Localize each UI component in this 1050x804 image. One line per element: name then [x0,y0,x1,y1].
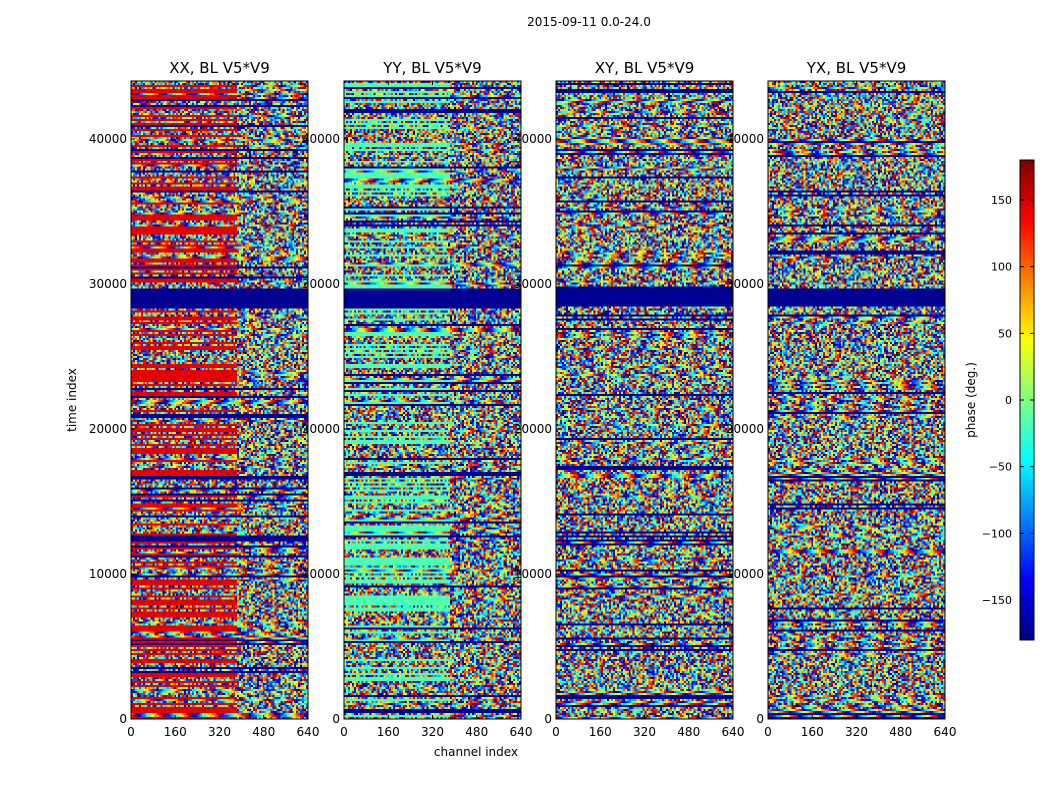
x-tick-label: 480 [889,725,912,739]
x-tick-label: 0 [340,725,348,739]
colorbar-tick-label: −150 [982,594,1012,607]
panel-yy: YY, BL V5*V9 0 160 320 480 640 0 10000 20000 3000… [302,59,533,739]
y-tick-label: 0 [756,712,764,726]
y-tick-label: 40000 [514,132,552,146]
colorbar-tick-label: −50 [989,461,1012,474]
y-tick-label: 0 [544,712,552,726]
y-axis-label: time index [65,368,79,432]
y-tick-label: 40000 [302,132,340,146]
heatmap-image [768,81,945,719]
y-tick-label: 30000 [726,277,764,291]
y-tick-label: 30000 [302,277,340,291]
heatmap-image [131,81,308,719]
y-tick-label: 10000 [89,567,127,581]
x-tick-label: 320 [633,725,656,739]
colorbar-label: phase (deg.) [964,362,978,438]
y-tick-label: 20000 [726,422,764,436]
x-tick-label: 640 [934,725,957,739]
y-tick-label: 10000 [514,567,552,581]
x-tick-label: 320 [421,725,444,739]
x-tick-label: 480 [465,725,488,739]
x-tick-label: 480 [677,725,700,739]
panels-group: XX, BL V5*V9 0 160 320 480 640 0 10000 20000 3000… [89,59,957,739]
y-tick-label: 0 [332,712,340,726]
colorbar: 150 100 50 0 −50 −100 −150 phase (deg.) [964,159,1035,641]
x-tick-label: 640 [510,725,533,739]
colorbar-ticks: 150 100 50 0 −50 −100 −150 [982,194,1034,607]
heatmap-image [556,81,733,719]
x-tick-label: 160 [589,725,612,739]
x-tick-label: 640 [297,725,320,739]
colorbar-tick-label: −100 [982,527,1012,540]
x-tick-label: 320 [208,725,231,739]
x-tick-label: 160 [801,725,824,739]
x-tick-label: 160 [377,725,400,739]
y-tick-label: 30000 [89,277,127,291]
y-tick-label: 20000 [89,422,127,436]
x-tick-label: 0 [127,725,135,739]
panel-yx: YX, BL V5*V9 0 160 320 480 640 0 10000 20000 3000… [726,59,957,739]
y-tick-label: 10000 [302,567,340,581]
x-tick-label: 640 [722,725,745,739]
x-tick-label: 0 [764,725,772,739]
y-tick-label: 0 [119,712,127,726]
panel-title: XY, BL V5*V9 [595,59,695,77]
colorbar-tick-label: 100 [991,261,1012,274]
heatmap-image [344,81,521,719]
y-tick-label: 40000 [89,132,127,146]
y-tick-label: 30000 [514,277,552,291]
x-tick-label: 480 [252,725,275,739]
x-tick-label: 0 [552,725,560,739]
figure-suptitle: 2015-09-11 0.0-24.0 [527,15,651,29]
y-tick-label: 40000 [726,132,764,146]
x-tick-label: 160 [164,725,187,739]
x-tick-label: 320 [845,725,868,739]
colorbar-tick-label: 0 [1005,394,1012,407]
colorbar-tick-label: 150 [991,194,1012,207]
panel-title: YX, BL V5*V9 [806,59,907,77]
y-tick-label: 10000 [726,567,764,581]
y-tick-label: 20000 [514,422,552,436]
panel-xy: XY, BL V5*V9 0 160 320 480 640 0 10000 20000 3000… [514,59,745,739]
panel-xx: XX, BL V5*V9 0 160 320 480 640 0 10000 20000 3000… [89,59,320,739]
panel-title: XX, BL V5*V9 [169,59,270,77]
y-tick-label: 20000 [302,422,340,436]
panel-title: YY, BL V5*V9 [382,59,481,77]
colorbar-tick-label: 50 [998,327,1012,340]
x-axis-label: channel index [434,745,518,759]
